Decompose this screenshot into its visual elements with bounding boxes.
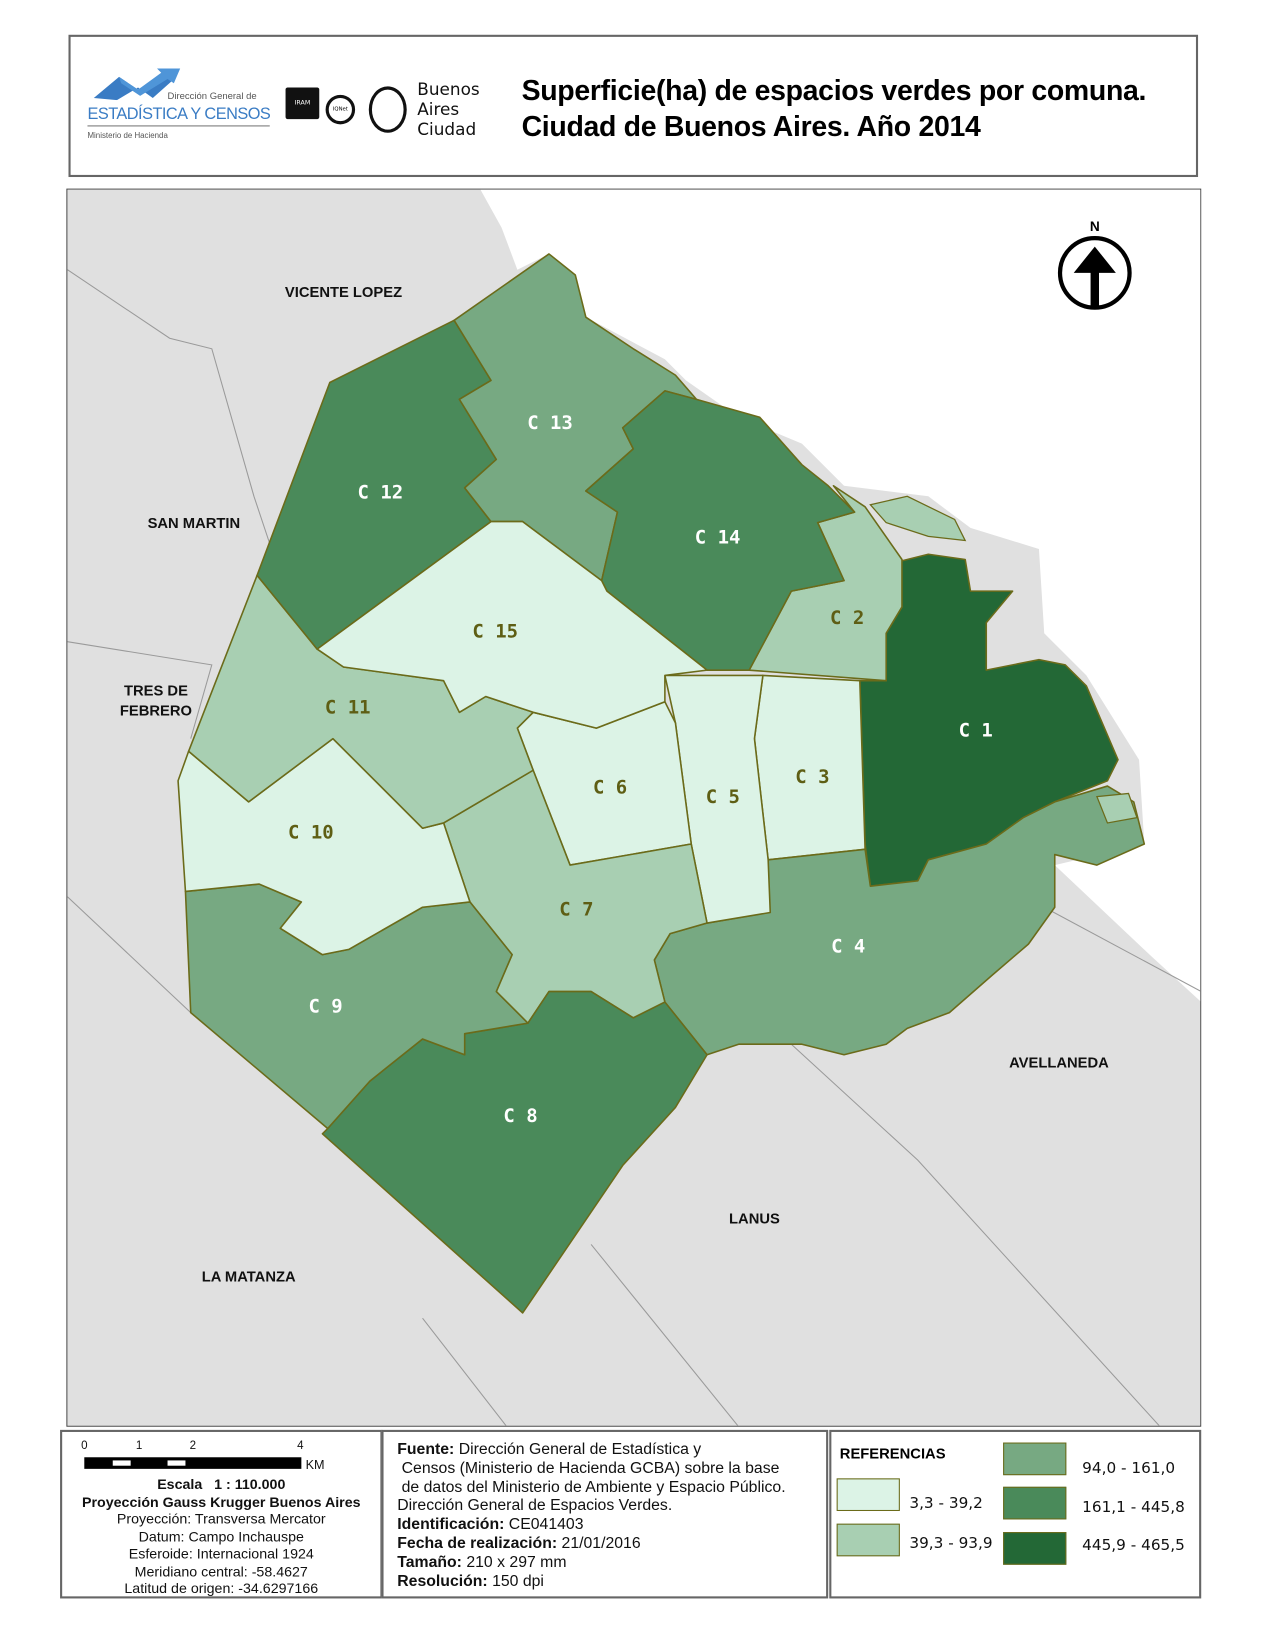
comuna-label-7: C 7 <box>559 899 593 921</box>
comuna-15 <box>316 520 708 729</box>
map-title-line2: Ciudad de Buenos Aires. Año 2014 <box>521 110 981 143</box>
comuna-label-8: C 8 <box>503 1105 537 1127</box>
comuna-label-6: C 6 <box>593 776 627 798</box>
comuna-label-10: C 10 <box>288 822 334 844</box>
label-lanus: LANUS <box>729 1211 780 1227</box>
scale-panel: 0 1 2 4 KM Escala 1 : 110.000 Proyección… <box>60 1429 383 1599</box>
ba-ciudad-logo: Buenos Aires Ciudad <box>417 79 480 140</box>
port-piers <box>869 495 1138 824</box>
legend-label-2: 39,3 - 93,9 <box>909 1535 993 1553</box>
comuna-label-12: C 12 <box>358 481 404 503</box>
iram-logo: IRAM <box>285 87 320 120</box>
neighbor-labels: VICENTE LOPEZ SAN MARTIN TRES DE FEBRERO… <box>120 285 1109 1285</box>
legend-label-4: 161,1 - 445,8 <box>1082 1499 1185 1517</box>
comunas-map: C 1 C 2 C 3 C 4 C 5 C 6 C 7 C 8 C 9 C 10 C 11 C 12 C… <box>67 189 1201 1426</box>
comuna-label-2: C 2 <box>830 607 864 629</box>
label-la-matanza: LA MATANZA <box>202 1269 296 1285</box>
size: Tamaño: 210 x 297 mm <box>397 1552 567 1571</box>
comuna-label-15: C 15 <box>472 620 518 642</box>
ba-shield-logo <box>368 86 407 133</box>
projection-title: Proyección Gauss Krugger Buenos Aires <box>82 1493 361 1510</box>
dgec-logo: Dirección General de ESTADÍSTICA Y CENSO… <box>87 68 271 148</box>
legend-panel: REFERENCIAS 3,3 - 39,2 39,3 - 93,9 94,0 … <box>829 1429 1202 1599</box>
legend-swatch-4 <box>1003 1486 1067 1520</box>
creation-date: Fecha de realización: 21/01/2016 <box>397 1534 641 1553</box>
comuna-label-9: C 9 <box>308 996 342 1018</box>
north-arrow-icon: N <box>1057 219 1132 310</box>
legend-label-3: 94,0 - 161,0 <box>1082 1460 1176 1478</box>
label-vicente-lopez: VICENTE LOPEZ <box>285 285 402 301</box>
comuna-label-13: C 13 <box>527 412 573 434</box>
comuna-label-14: C 14 <box>695 527 741 549</box>
label-avellaneda: AVELLANEDA <box>1009 1055 1109 1071</box>
river <box>480 189 1201 1002</box>
comunas-layer <box>177 253 1146 1314</box>
scale-bar: 0 1 2 4 KM <box>81 1439 325 1473</box>
label-tres-de-febrero-1: TRES DE <box>124 683 188 699</box>
identification: Identificación: CE041403 <box>397 1515 584 1534</box>
comuna-label-11: C 11 <box>325 696 371 718</box>
map-header: Dirección General de ESTADÍSTICA Y CENSO… <box>68 34 1199 178</box>
legend-label-1: 3,3 - 39,2 <box>909 1495 983 1513</box>
legend-label-5: 445,9 - 465,5 <box>1082 1537 1185 1555</box>
neighbor-boundaries <box>67 269 1201 1426</box>
iqnet-logo: IQNet <box>325 94 356 125</box>
legend-swatch-1 <box>836 1478 900 1512</box>
comuna-label-5: C 5 <box>706 786 740 808</box>
north-label: N <box>1090 219 1100 234</box>
resolution: Resolución: 150 dpi <box>397 1571 544 1590</box>
comuna-label-3: C 3 <box>795 766 829 788</box>
legend-title: REFERENCIAS <box>839 1444 946 1462</box>
label-tres-de-febrero-2: FEBRERO <box>120 703 192 719</box>
comuna-label-4: C 4 <box>831 936 865 958</box>
arrow-chart-icon <box>93 68 181 101</box>
legend-swatch-5 <box>1003 1532 1067 1565</box>
scale-ratio: Escala 1 : 110.000 <box>157 1476 286 1493</box>
legend-swatch-2 <box>836 1523 900 1557</box>
map-frame: C 1 C 2 C 3 C 4 C 5 C 6 C 7 C 8 C 9 C 10 C 11 C 12 C… <box>66 188 1202 1427</box>
comuna-label-1: C 1 <box>959 720 993 742</box>
map-title-line1: Superficie(ha) de espacios verdes por co… <box>521 74 1147 107</box>
label-san-martin: SAN MARTIN <box>148 516 241 532</box>
legend-swatch-3 <box>1003 1442 1067 1476</box>
source-panel: Fuente: Dirección General de Estadística… <box>381 1429 829 1599</box>
